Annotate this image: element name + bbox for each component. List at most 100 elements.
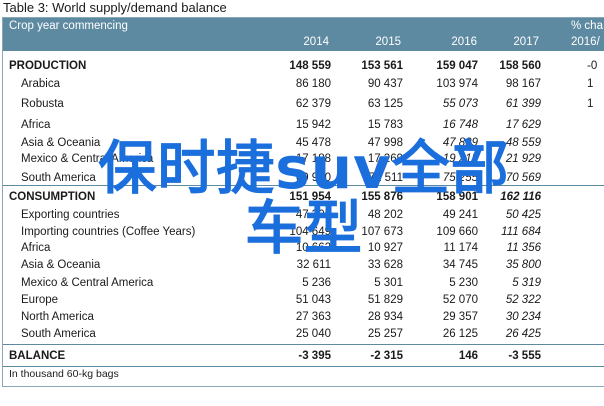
year-header: 2017 [513,36,539,48]
row-value: 47 305 [295,209,331,221]
row-value: 10 927 [367,242,403,254]
row-value: 10 662 [295,242,331,254]
row-value: 103 974 [436,78,478,90]
row-value: 111 684 [501,226,541,238]
row-value: 5 236 [302,277,331,289]
table-row: Europe 51 043 51 829 52 070 52 322 [3,292,604,308]
row-label: Africa [21,242,51,254]
row-value: 52 322 [505,294,541,306]
row-value: 51 829 [367,294,403,306]
crop-year-label: Crop year commencing [9,20,128,32]
row-value: -3 395 [298,350,331,362]
row-label: South America [21,328,96,340]
row-value: 17 629 [505,119,541,131]
table-footnote: In thousand 60-kg bags [9,368,119,380]
row-value: 17 188 [295,153,331,165]
row-value: 17 269 [367,153,403,165]
row-label: Asia & Oceania [21,259,101,271]
year-header: 2014 [303,36,329,48]
table-row: Robusta 62 379 63 125 55 073 61 399 1 [3,96,604,112]
row-value: 55 073 [442,98,478,110]
row-value: 30 234 [505,311,541,323]
row-value: 5 230 [449,277,478,289]
row-label: North America [21,311,94,323]
table-header-top: Crop year commencing % cha [3,18,604,34]
row-value: 33 628 [367,259,403,271]
row-value: 49 241 [442,209,478,221]
row-value: 155 876 [361,191,403,203]
row-label: PRODUCTION [9,60,87,72]
row-label: Europe [21,294,59,306]
row-value: 16 748 [442,119,478,131]
row-value: 25 040 [295,328,331,340]
row-value: 25 257 [367,328,403,340]
section-divider [3,344,604,345]
table-row: BALANCE -3 395 -2 315 146 -3 555 [3,348,604,364]
year-header: 2016 [451,36,477,48]
row-value: 11 356 [506,242,541,254]
table-row: CONSUMPTION 151 954 155 876 158 901 162 116 [3,189,604,205]
row-value: 72 511 [368,172,403,184]
row-label: Robusta [21,98,64,110]
table-row: Arabica 86 180 90 437 103 974 98 167 1 [3,76,604,92]
row-value: 29 357 [442,311,478,323]
table-row: Asia & Oceania 32 611 33 628 34 745 35 800 [3,257,604,273]
table-row: Mexico & Central America 17 188 17 269 19 2… [3,151,604,167]
row-value: 45 478 [295,137,331,149]
row-label: BALANCE [9,350,66,362]
row-value: -3 555 [508,350,541,362]
row-value: 75 255 [442,172,478,184]
row-value: 151 954 [289,191,331,203]
row-value: 48 202 [367,209,403,221]
table-row: Africa 10 662 10 927 11 174 11 356 [3,240,604,256]
row-value: 159 047 [436,60,478,72]
row-label: CONSUMPTION [9,191,96,203]
table-row: Africa 15 942 15 783 16 748 17 629 [3,117,604,133]
row-change-value: 1 [587,78,594,90]
section-divider [3,185,604,186]
row-value: 47 829 [442,137,478,149]
row-label: Arabica [21,78,60,90]
row-value: 35 800 [505,259,541,271]
row-value: 47 998 [367,137,403,149]
year-header: 2015 [375,36,401,48]
row-value: 109 660 [436,226,478,238]
row-value: 63 125 [367,98,403,110]
row-value: 50 425 [505,209,541,221]
row-value: 21 929 [505,153,541,165]
table-row: Mexico & Central America 5 236 5 301 5 230 5… [3,275,604,291]
row-label: Mexico & Central America [21,153,154,165]
row-value: 61 399 [505,98,541,110]
supply-demand-table: Crop year commencing % cha 2014 2015 201… [2,17,604,387]
row-value: 51 043 [295,294,331,306]
section-divider [3,366,604,367]
row-label: Asia & Oceania [21,137,101,149]
row-value: 15 942 [295,119,331,131]
row-value: 107 673 [361,226,403,238]
row-label: Africa [21,119,51,131]
row-value: 158 901 [436,191,478,203]
table-row: South America 69 950 72 511 75 255 70 569 [3,170,604,186]
row-value: 148 559 [289,60,331,72]
row-value: 62 379 [295,98,331,110]
row-value: 15 783 [367,119,403,131]
row-value: 5 319 [512,277,541,289]
row-value: -2 315 [370,350,403,362]
row-change-value: 1 [587,98,594,110]
row-value: 86 180 [295,78,331,90]
table-title: Table 3: World supply/demand balance [3,0,227,15]
row-value: 5 301 [374,277,403,289]
table-row: PRODUCTION 148 559 153 561 159 047 158 560 -0 [3,58,604,74]
year-header: 2016/ [571,36,600,48]
table-row: Exporting countries 47 305 48 202 49 241 50 … [3,207,604,223]
row-label: Mexico & Central America [21,277,154,289]
table-header-years: 2014 2015 2016 2017 2016/ [3,34,604,51]
row-value: 52 070 [442,294,478,306]
row-value: 11 174 [443,242,478,254]
row-value: 28 934 [367,311,403,323]
row-value: 34 745 [442,259,478,271]
percent-change-label: % cha [571,20,603,32]
row-value: 146 [458,350,478,362]
row-value: 90 437 [367,78,403,90]
row-value: 69 950 [295,172,331,184]
